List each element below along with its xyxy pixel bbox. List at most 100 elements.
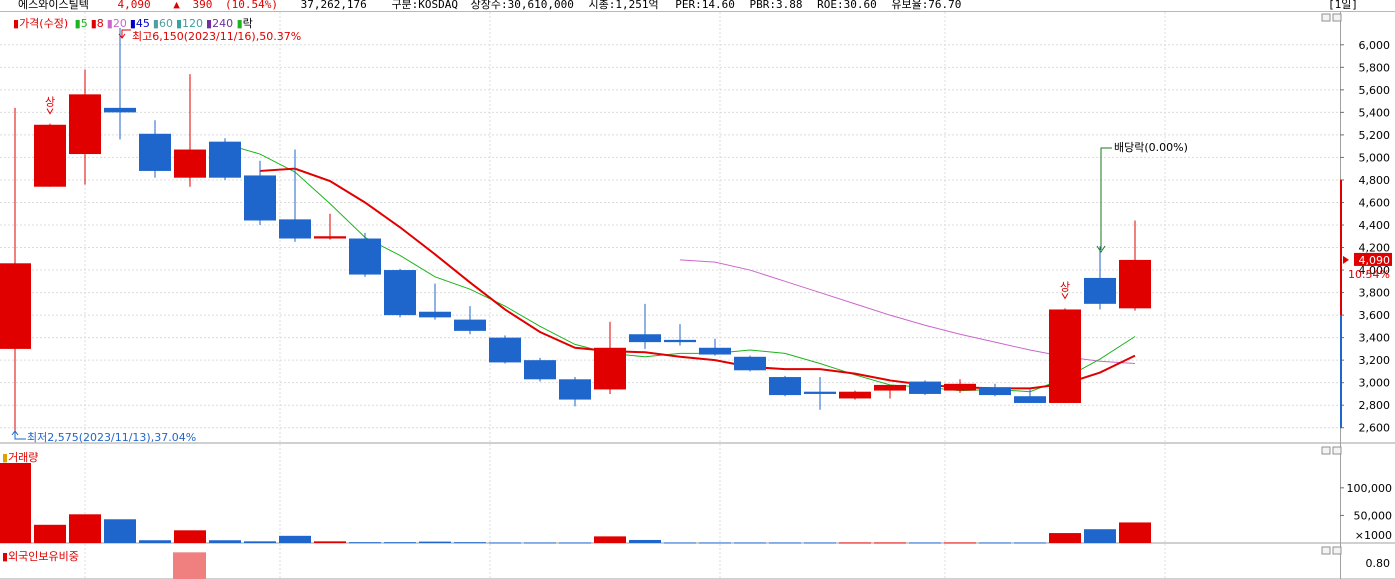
ma-legend-label: 45 xyxy=(135,17,150,30)
volume-value: 37,262,176 xyxy=(300,0,367,11)
ma-legend-marker: ▮ xyxy=(206,17,213,30)
candle-body xyxy=(489,337,521,363)
high-arrow-head-icon xyxy=(118,33,126,39)
candle-body xyxy=(1084,277,1116,304)
volume-bar xyxy=(699,542,731,544)
foreign-legend-marker: ▮ xyxy=(2,550,9,563)
candle-body xyxy=(909,381,941,394)
limit-up-label: 상 xyxy=(45,96,55,109)
volume-bar xyxy=(839,542,871,544)
stock-name: 에스와이스틸텍 xyxy=(18,0,89,11)
ma-legend-label: 240 xyxy=(212,17,234,30)
price-axis: 6,000 5,800 5,600 5,400 5,200 5,000 4,800 4,600… xyxy=(1340,39,1392,570)
annotations: 최고6,150(2023/11/16),50.37% 최저2,575(2023/1… xyxy=(11,29,1188,444)
volume-bar xyxy=(34,524,66,543)
candle-body xyxy=(384,270,416,316)
volume-bar xyxy=(279,535,311,543)
volume-bar xyxy=(944,542,976,544)
price-tick-label: 4,600 xyxy=(1359,196,1391,209)
volume-bar xyxy=(174,530,206,543)
volume-bar xyxy=(209,540,241,543)
candle-body xyxy=(1014,396,1046,403)
foreign-legend-label: 외국인보유비중 xyxy=(8,550,79,563)
candle-body xyxy=(1119,259,1151,309)
price-tick-label: 3,800 xyxy=(1359,287,1391,300)
low-annotation: 최저2,575(2023/11/13),37.04% xyxy=(27,431,196,444)
current-price-box xyxy=(1354,252,1392,266)
foreign-tick-label: 0.80 xyxy=(1366,557,1391,570)
ma-legend-marker: ▮ xyxy=(129,17,136,30)
candle-body xyxy=(279,219,311,239)
volume-bars xyxy=(0,463,1151,544)
volume-bar xyxy=(874,542,906,544)
per-value: PER:14.60 xyxy=(675,0,735,11)
price-tick-label: 4,400 xyxy=(1359,219,1391,232)
candle-body xyxy=(0,263,31,349)
volume-tick-label: 50,000 xyxy=(1354,509,1393,522)
ma-legend-marker: ▮ xyxy=(74,17,81,30)
candle-body xyxy=(944,383,976,391)
volume-legend: ▮거래량 xyxy=(2,449,38,465)
candle-body xyxy=(874,384,906,391)
candle-body xyxy=(524,360,556,380)
change-percent: (10.54%) xyxy=(224,0,278,11)
ma-legend-label: 60 xyxy=(158,17,173,30)
listed-shares: 상장수:30,610,000 xyxy=(470,0,574,11)
roe-value: ROE:30.60 xyxy=(817,0,877,11)
price-tick-label: 4,000 xyxy=(1359,264,1391,277)
current-price-marker-icon xyxy=(1343,255,1349,264)
candle-body xyxy=(804,391,836,394)
panel-close-icon[interactable] xyxy=(1332,13,1342,22)
volume-bar xyxy=(104,519,136,543)
volume-bar xyxy=(349,542,381,544)
candles xyxy=(0,27,1151,431)
ma-legend-label: 5 xyxy=(80,17,88,30)
price-tick-label: 5,600 xyxy=(1359,84,1391,97)
volume-bar xyxy=(769,542,801,544)
volume-bar xyxy=(804,542,836,544)
limit-up-label: 상 xyxy=(1060,280,1070,293)
volume-bar xyxy=(69,514,101,543)
volume-bar xyxy=(419,541,451,543)
ma-legend-label: 8 xyxy=(96,17,104,30)
price-tick-label: 5,800 xyxy=(1359,61,1391,74)
volume-bar xyxy=(1119,522,1151,543)
volume-bar xyxy=(979,542,1011,544)
ma-legend-label: 20 xyxy=(112,17,127,30)
candle-body xyxy=(244,175,276,221)
market-cap: 시총:1,251억 xyxy=(588,0,659,11)
current-change-label: 10.54% xyxy=(1348,268,1390,281)
panel-restore-icon[interactable] xyxy=(1321,446,1331,455)
price-tick-label: 5,000 xyxy=(1359,151,1391,164)
limit-up-arrow-icon xyxy=(1061,293,1069,300)
float-ratio: 유보율:76.70 xyxy=(891,0,962,11)
panel-restore-icon[interactable] xyxy=(1321,13,1331,22)
ma-legend-marker: ▮ xyxy=(175,17,183,30)
price-tick-label: 6,000 xyxy=(1359,39,1391,52)
volume-tick-label: 100,000 xyxy=(1347,482,1393,495)
current-price: 4,090 xyxy=(117,0,151,11)
candle-body xyxy=(629,334,661,343)
volume-bar xyxy=(314,541,346,543)
volume-bar xyxy=(1084,529,1116,543)
price-tick-label: 5,200 xyxy=(1359,129,1391,142)
ma-legend-marker: ▮ xyxy=(90,17,97,30)
price-tick-label: 4,200 xyxy=(1359,242,1391,255)
limit-up-arrow-icon xyxy=(46,108,54,115)
candle-body xyxy=(34,124,66,187)
period-button[interactable]: [1일] xyxy=(1328,0,1358,11)
candle-body xyxy=(559,379,591,400)
grid xyxy=(0,12,1340,579)
candle-body xyxy=(69,94,101,155)
panel-close-icon[interactable] xyxy=(1332,446,1342,455)
volume-legend-label: 거래량 xyxy=(8,451,39,464)
low-arrow-icon xyxy=(14,432,26,440)
candle-body xyxy=(979,387,1011,396)
price-tick-label: 4,800 xyxy=(1359,174,1391,187)
price-tick-label: 3,400 xyxy=(1359,332,1391,345)
panel-frames xyxy=(0,12,1395,579)
panel-close-icon[interactable] xyxy=(1332,546,1342,555)
volume-bar xyxy=(629,539,661,543)
panel-restore-icon[interactable] xyxy=(1321,546,1331,555)
volume-bar xyxy=(1049,533,1081,543)
